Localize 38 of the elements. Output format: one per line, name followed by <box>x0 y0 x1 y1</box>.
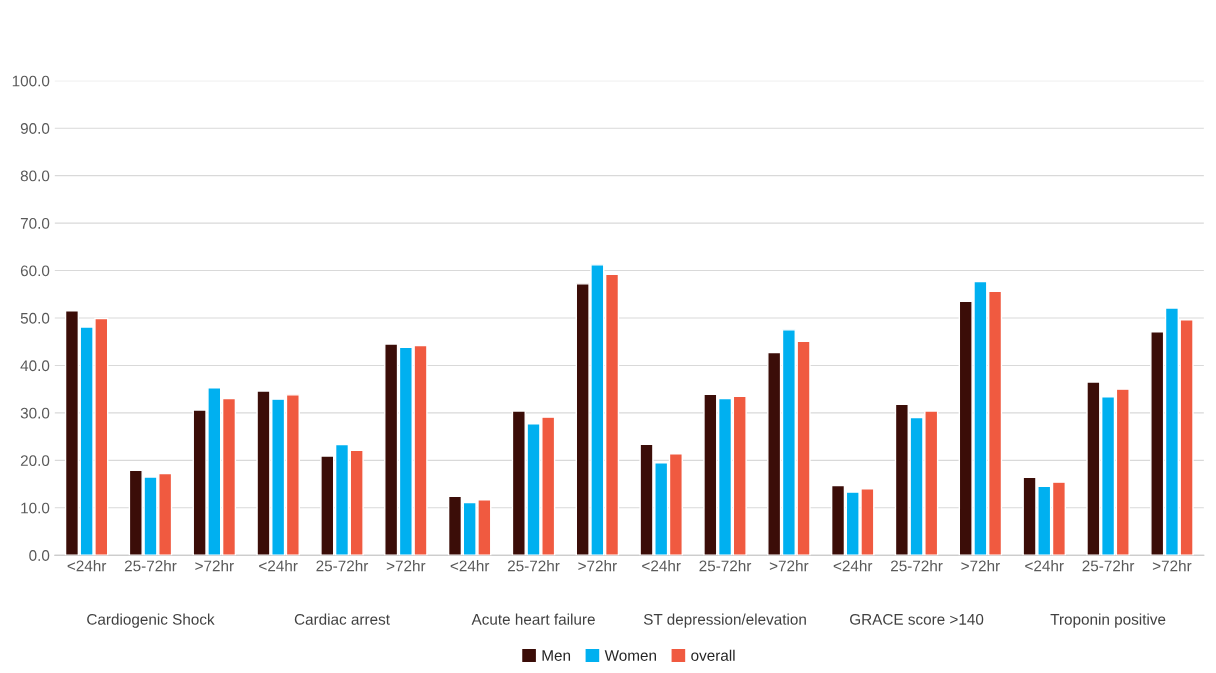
y-tick-label: 60.0 <box>20 265 50 277</box>
legend-label: overall <box>691 649 735 661</box>
x-tick-label: <24hr <box>259 560 298 572</box>
y-tick-label: 20.0 <box>20 455 50 467</box>
x-tick-label: 25-72hr <box>891 560 943 572</box>
x-tick-label: <24hr <box>67 560 107 572</box>
x-tick-label: <24hr <box>1025 560 1064 572</box>
y-tick-label: 0.0 <box>29 550 50 561</box>
x-tick-label: >72hr <box>195 560 234 572</box>
x-tick-label: <24hr <box>833 560 873 572</box>
text: GRACE score >140 <box>850 613 984 625</box>
x-tick-label: 25-72hr <box>699 560 752 572</box>
y-tick-label: 40.0 <box>20 360 50 372</box>
x-tick-label: >72hr <box>386 560 426 572</box>
x-tick-label: >72hr <box>578 560 617 572</box>
legend-label: Men <box>542 650 571 661</box>
x-tick-label: 25-72hr <box>124 560 177 572</box>
y-tick-label: 90.0 <box>20 123 50 134</box>
x-tick-label: 25-72hr <box>507 560 560 572</box>
y-tick-label: 30.0 <box>20 407 50 419</box>
y-tick-label: 50.0 <box>20 312 50 324</box>
x-tick-label: <24hr <box>450 560 490 572</box>
y-tick-label: 10.0 <box>21 502 50 514</box>
y-tick-label: 80.0 <box>20 170 50 182</box>
legend-label: Women <box>604 650 656 661</box>
text: Acute heart failure <box>471 613 595 625</box>
x-tick-label: >72hr <box>769 560 809 572</box>
text: Cardiogenic Shock <box>87 613 215 628</box>
x-tick-label: >72hr <box>1152 560 1192 572</box>
y-tick-label: 70.0 <box>20 217 50 229</box>
x-tick-label: <24hr <box>642 560 681 572</box>
x-tick-label: >72hr <box>961 560 1000 572</box>
x-tick-label: 25-72hr <box>1082 560 1135 572</box>
y-tick-label: 100.0 <box>12 75 50 87</box>
text: Troponin positive <box>1050 613 1166 628</box>
x-tick-label: 25-72hr <box>316 560 369 572</box>
text: ST depression/elevation <box>643 613 806 628</box>
text: Cardiac arrest <box>294 613 390 625</box>
